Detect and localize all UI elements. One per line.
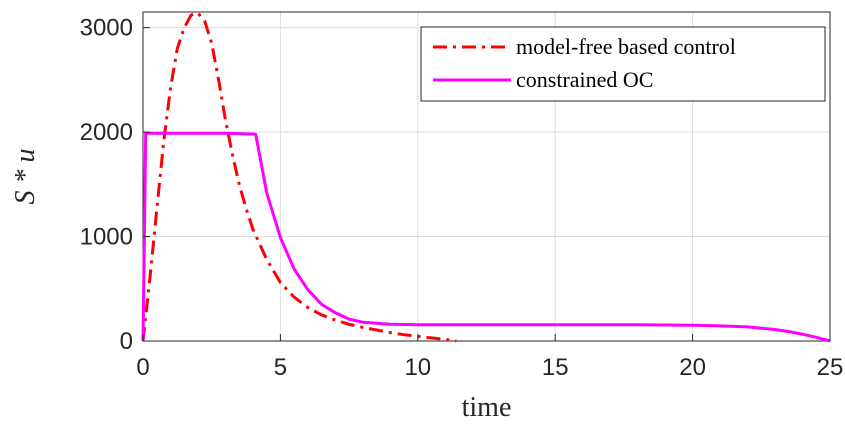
series-line-1	[141, 11, 457, 343]
x-tick-label: 15	[542, 354, 569, 381]
legend-label: model-free based control	[516, 34, 736, 59]
plot-frame	[142, 11, 831, 342]
y-tick-label: 2000	[80, 119, 133, 146]
x-tick-label: 5	[274, 354, 287, 381]
y-tick-label: 0	[120, 328, 133, 355]
x-tick-label: 20	[679, 354, 706, 381]
y-tick-label: 3000	[80, 15, 133, 42]
series-layer	[141, 11, 831, 343]
legend-label: constrained OC	[516, 67, 653, 92]
legend-box	[420, 26, 826, 102]
x-tick-label: 10	[404, 354, 431, 381]
y-axis-label: S * u	[10, 149, 41, 205]
y-tick-label: 1000	[80, 224, 133, 251]
x-tick-label: 25	[817, 354, 844, 381]
series-line-2	[141, 131, 831, 343]
x-axis-label: time	[462, 392, 512, 423]
legend: model-free based control constrained OC	[420, 26, 826, 102]
axis-ticks: 0 5 10 15 20 25 0 1000 2000 3000	[80, 15, 844, 381]
x-tick-label: 0	[136, 354, 149, 381]
